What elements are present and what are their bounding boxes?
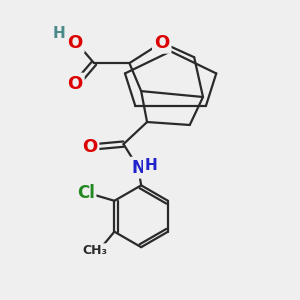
Text: O: O	[154, 34, 170, 52]
Text: O: O	[67, 75, 83, 93]
Text: H: H	[144, 158, 157, 173]
Text: Cl: Cl	[77, 184, 95, 202]
Text: N: N	[131, 159, 145, 177]
Text: O: O	[82, 138, 97, 156]
Text: O: O	[67, 34, 83, 52]
Text: CH₃: CH₃	[83, 244, 108, 257]
Text: H: H	[52, 26, 65, 41]
